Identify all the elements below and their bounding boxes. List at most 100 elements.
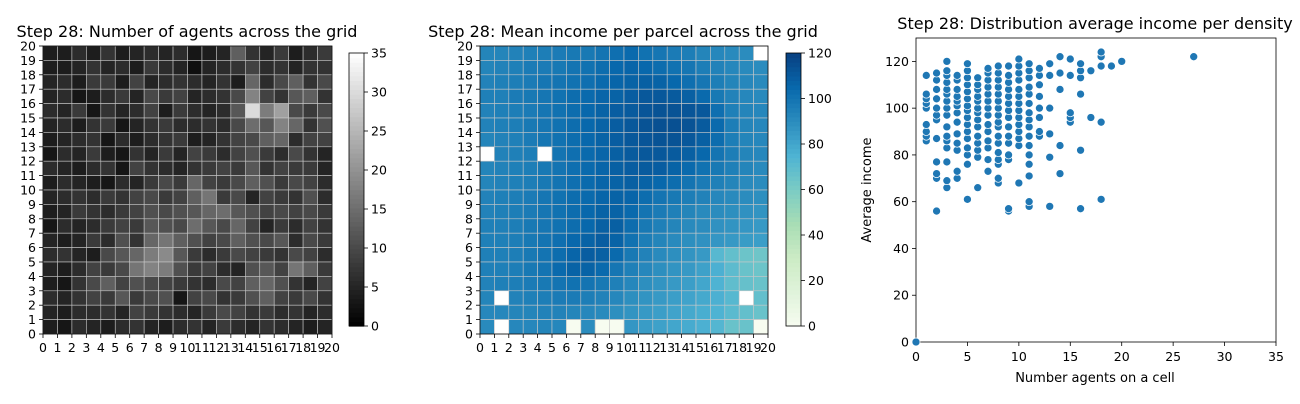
income-heatmap-cell — [666, 146, 682, 162]
income-heatmap-cell — [724, 204, 740, 220]
agents-heatmap-colorbar-band — [349, 225, 364, 232]
agents-heatmap-cell — [42, 175, 58, 191]
scatter-point — [1004, 71, 1013, 80]
income-heatmap-cell — [666, 189, 682, 205]
agents-heatmap-cell — [172, 45, 188, 61]
scatter-point — [1035, 80, 1044, 90]
agents-heatmap-cell — [42, 103, 58, 119]
income-heatmap-cell — [724, 290, 740, 306]
income-heatmap-cell — [724, 247, 740, 263]
agents-heatmap-colorbar-band — [349, 112, 364, 118]
income-heatmap-cell — [551, 88, 567, 104]
income-heatmap-cell — [681, 290, 697, 306]
income-heatmap-cell — [537, 290, 553, 306]
agents-heatmap-cell — [273, 218, 289, 234]
income-heatmap-cell — [623, 117, 639, 133]
income-heatmap-cell — [479, 160, 495, 176]
income-heatmap-cell — [566, 189, 582, 205]
agents-heatmap-cell — [273, 189, 289, 205]
income-heatmap-cell — [551, 189, 567, 205]
scatter-point — [1065, 54, 1075, 64]
agents-heatmap-cell — [57, 60, 73, 76]
income-heatmap-cell — [522, 146, 538, 162]
income-heatmap-cell — [494, 276, 510, 292]
income-heatmap-cell — [638, 261, 654, 277]
agents-heatmap-cell — [187, 103, 203, 119]
income-heatmap-cell — [652, 88, 668, 104]
scatter-point — [932, 103, 941, 113]
agents-heatmap-cell — [245, 88, 261, 104]
income-heatmap-cell — [724, 175, 740, 191]
income-heatmap-cell — [681, 319, 697, 335]
income-heatmap-cell — [753, 175, 769, 191]
income-heatmap-colorbar-band — [786, 84, 801, 90]
agents-heatmap-cell — [187, 74, 203, 90]
income-heatmap-cell — [580, 132, 596, 148]
scatter-x-tick-label: 25 — [1165, 349, 1181, 364]
income-heatmap-cell — [609, 132, 625, 148]
income-heatmap-cell — [594, 103, 610, 119]
agents-heatmap-cell — [230, 218, 246, 234]
income-heatmap-y-tick-label: 7 — [465, 226, 473, 241]
income-heatmap-cell — [494, 290, 510, 306]
income-heatmap-colorbar-band — [786, 230, 801, 236]
agents-heatmap-cell — [273, 88, 289, 104]
income-heatmap-x-tick-label: 9 — [606, 340, 614, 355]
agents-heatmap-colorbar-band — [349, 198, 364, 204]
income-heatmap-cell — [681, 45, 697, 61]
agents-heatmap-cell — [216, 103, 232, 119]
income-heatmap-cell — [681, 204, 697, 220]
income-heatmap-cell — [695, 74, 711, 90]
scatter-point — [1055, 169, 1065, 178]
income-heatmap-cell — [594, 45, 610, 61]
income-heatmap-cell — [623, 132, 639, 148]
agents-heatmap-x-tick-label: 15 — [252, 340, 268, 355]
income-heatmap-cell — [580, 232, 596, 248]
agents-heatmap-y-tick-label: 10 — [20, 183, 36, 198]
income-heatmap-colorbar-band — [786, 203, 801, 209]
agents-heatmap-y-tick-label: 3 — [28, 283, 36, 298]
income-heatmap-cell — [522, 103, 538, 119]
income-heatmap-cell — [508, 103, 524, 119]
agents-heatmap-cell — [143, 247, 159, 263]
agents-heatmap-cell — [302, 74, 318, 90]
agents-heatmap-cell — [245, 117, 261, 133]
income-heatmap-colorbar-band — [786, 144, 801, 150]
income-heatmap-cell — [623, 88, 639, 104]
scatter-point — [1014, 178, 1024, 188]
agents-heatmap-cell — [216, 88, 232, 104]
income-heatmap-colorbar-band — [786, 180, 801, 186]
agents-heatmap-cell — [129, 247, 145, 263]
income-heatmap-colorbar-band — [786, 225, 801, 232]
agents-heatmap-cell — [114, 132, 130, 148]
scatter-point — [942, 157, 952, 167]
income-heatmap-cell — [580, 103, 596, 119]
agents-heatmap-cell — [100, 204, 116, 220]
income-heatmap-cell — [580, 189, 596, 205]
agents-heatmap-cell — [216, 319, 232, 335]
agents-heatmap-cell — [114, 218, 130, 234]
income-heatmap-cell — [652, 160, 668, 176]
income-heatmap-cell — [738, 290, 754, 306]
income-heatmap-cell — [479, 175, 495, 191]
scatter-point — [952, 138, 962, 148]
agents-heatmap-cell — [187, 304, 203, 320]
scatter-point — [1189, 52, 1199, 62]
agents-heatmap-cell — [216, 304, 232, 320]
scatter-frame — [915, 37, 1277, 343]
agents-heatmap-cell — [245, 218, 261, 234]
income-heatmap-cell — [695, 132, 711, 148]
income-heatmap-cell — [594, 204, 610, 220]
income-heatmap-cell — [753, 146, 769, 162]
agents-heatmap-cell — [259, 60, 275, 76]
income-heatmap-colorbar-band — [786, 139, 801, 145]
scatter-point — [1024, 59, 1034, 69]
income-heatmap-cell — [566, 160, 582, 176]
income-heatmap-cell — [594, 189, 610, 205]
agents-heatmap-cell — [114, 261, 130, 277]
agents-heatmap-cell — [187, 132, 203, 148]
scatter-point — [1024, 197, 1034, 207]
agents-heatmap-cell — [302, 88, 318, 104]
agents-heatmap-cell — [201, 247, 217, 263]
agents-heatmap-cell — [172, 304, 188, 320]
